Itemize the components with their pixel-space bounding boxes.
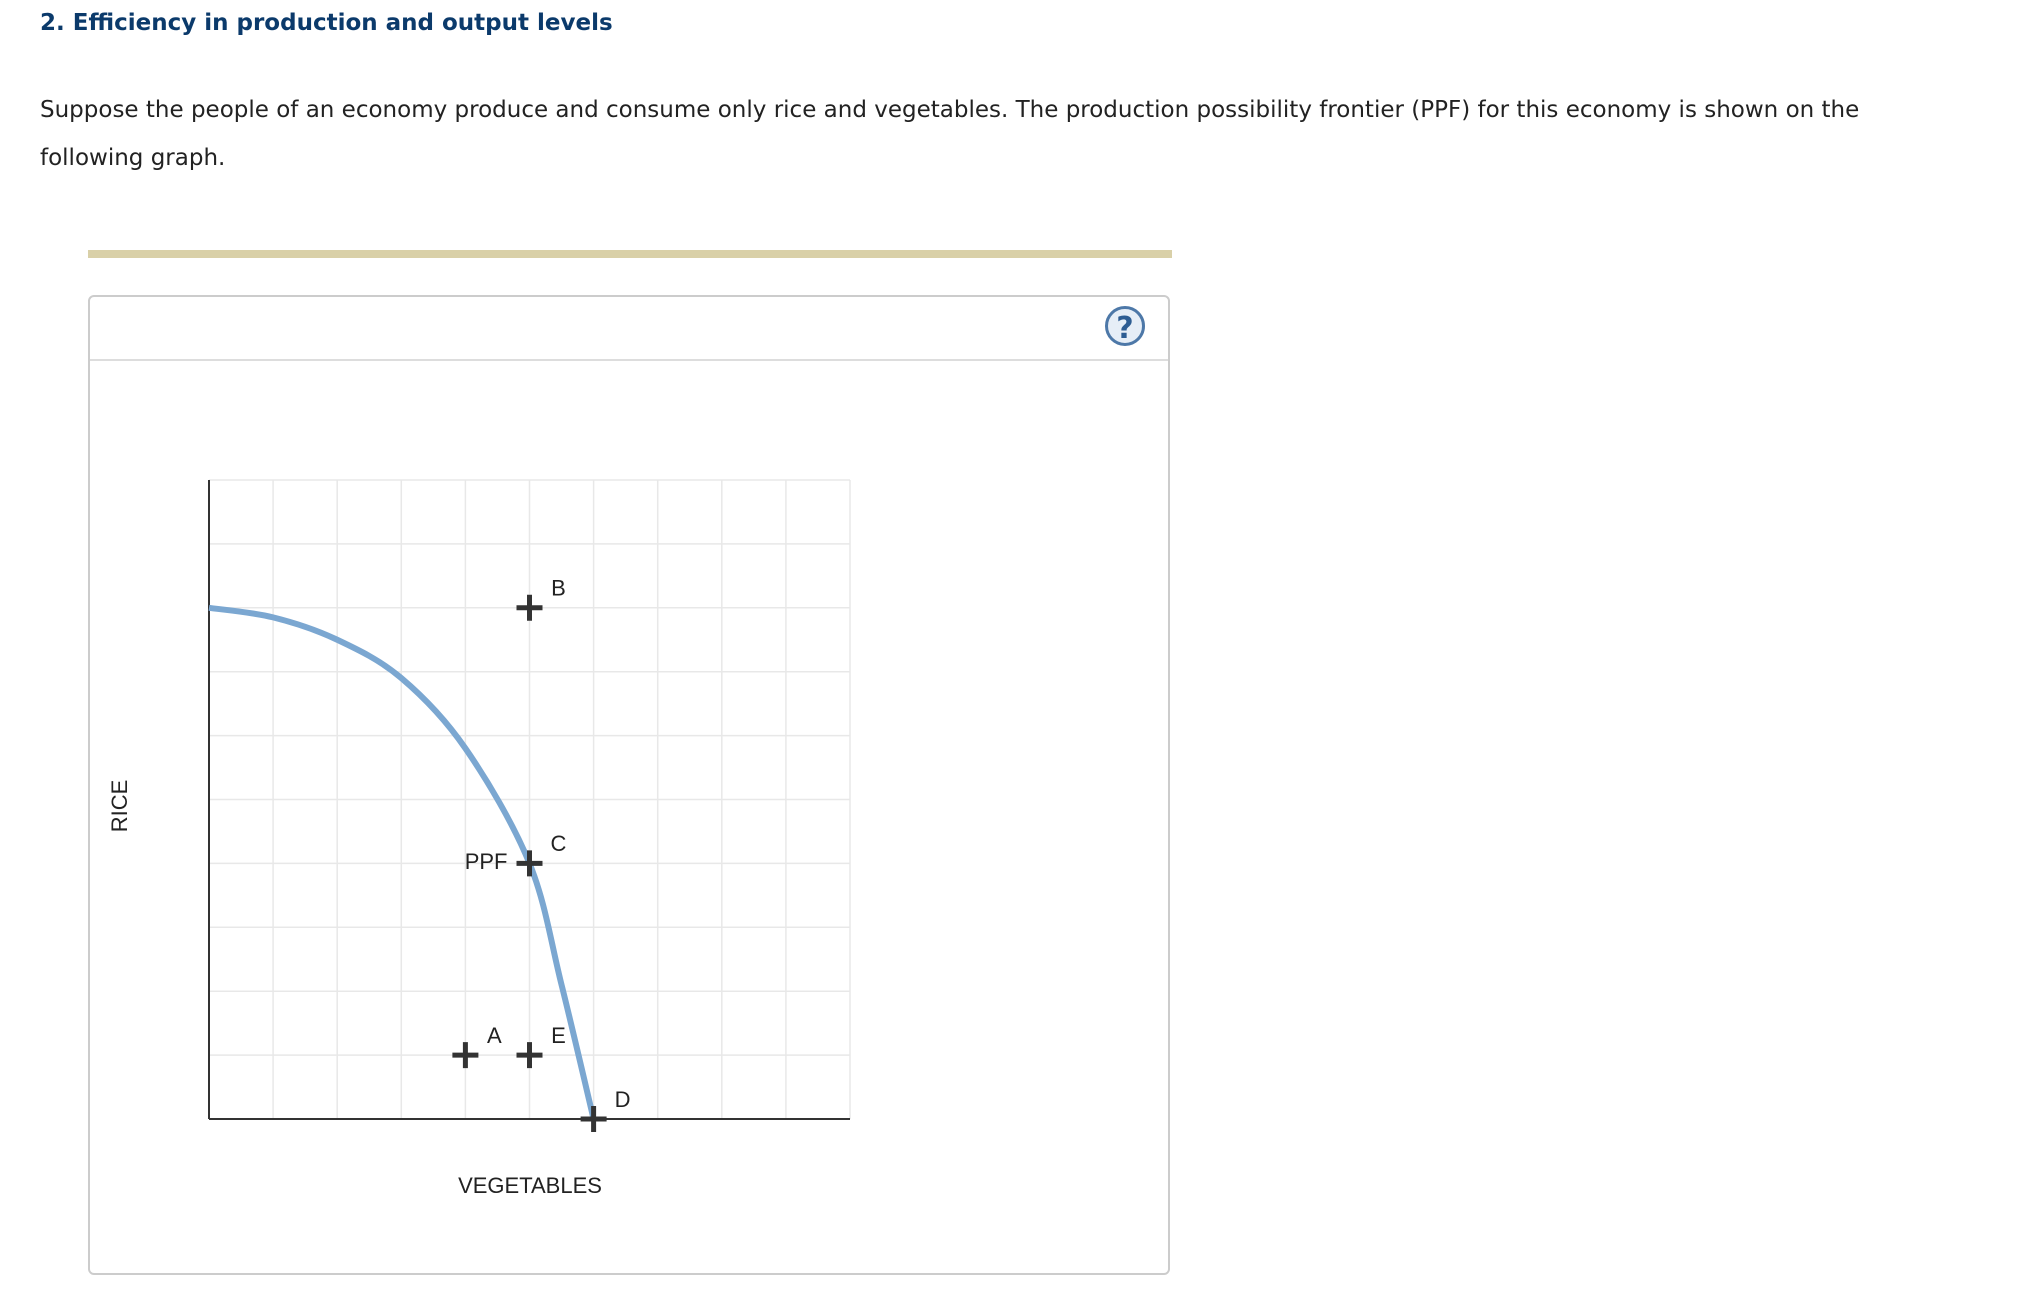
point-marker xyxy=(516,594,543,621)
divider-bar xyxy=(88,250,1172,258)
title: 2. Efficiency in production and output l… xyxy=(40,10,613,36)
panel-divider xyxy=(90,359,1168,361)
point-label: D xyxy=(615,1087,631,1112)
point-label: A xyxy=(487,1023,502,1048)
x-axis-label: VEGETABLES xyxy=(458,1173,602,1198)
point-marker xyxy=(452,1042,479,1069)
point-marker xyxy=(516,1042,543,1069)
curve-label: PPF xyxy=(465,849,508,874)
point-label: B xyxy=(551,576,566,601)
ppf-curve xyxy=(208,604,597,1120)
graph-panel xyxy=(88,295,1170,1275)
point-marker xyxy=(580,1106,607,1132)
help-button[interactable]: ? xyxy=(1105,306,1145,346)
point-label: C xyxy=(551,831,567,856)
question: Suppose the people of an economy produce… xyxy=(40,97,1860,171)
y-axis-label: RICE xyxy=(107,780,132,833)
point-marker xyxy=(516,850,543,877)
point-label: E xyxy=(551,1023,566,1048)
